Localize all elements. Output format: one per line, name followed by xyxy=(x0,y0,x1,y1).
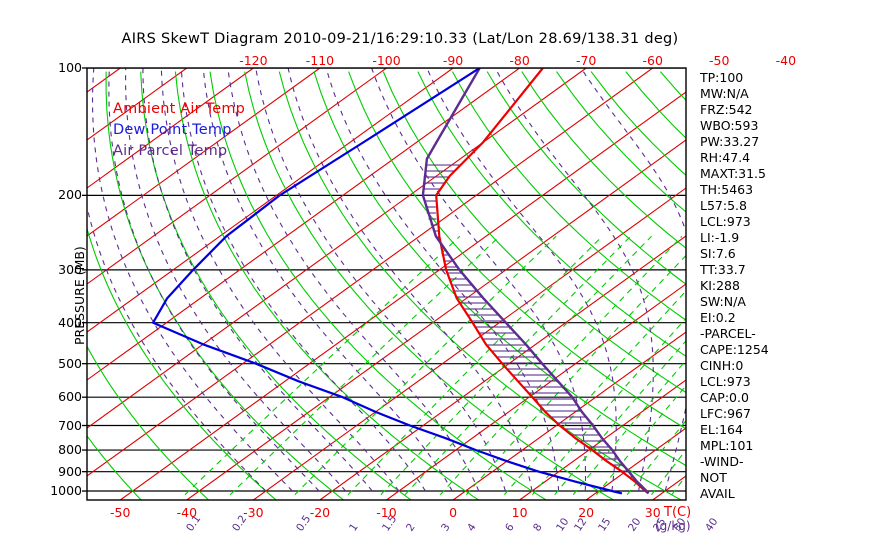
page-title: AIRS SkewT Diagram 2010-09-21/16:29:10.3… xyxy=(121,31,679,47)
y-tick-700: 700 xyxy=(58,417,82,433)
parameter-mpl-101: MPL:101 xyxy=(700,438,754,453)
parameter-pw-33-27: PW:33.27 xyxy=(700,134,760,149)
parameter-wbo-593: WBO:593 xyxy=(700,118,759,133)
parameter-ei-0-2: EI:0.2 xyxy=(700,310,736,325)
top-temp-tick--120: -120 xyxy=(239,53,268,68)
bottom-temp-tick-30: 30 xyxy=(644,505,661,520)
grid-layer xyxy=(87,68,686,500)
top-temp-tick--90: -90 xyxy=(442,53,464,68)
parameter-tp-100: TP:100 xyxy=(700,70,744,85)
parameter-li-1-9: LI:-1.9 xyxy=(700,230,740,245)
top-temp-tick--40: -40 xyxy=(775,53,797,68)
y-tick-100: 100 xyxy=(58,60,82,75)
top-temp-tick--60: -60 xyxy=(642,53,663,68)
bottom-temp-tick-20: 20 xyxy=(578,505,595,520)
y-tick-200: 200 xyxy=(58,187,82,203)
top-temp-tick--110: -110 xyxy=(305,53,335,68)
plot-frame xyxy=(86,67,687,501)
top-temp-tick--50: -50 xyxy=(709,53,730,68)
top-temp-tick--80: -80 xyxy=(509,53,530,68)
parameter-not: NOT xyxy=(700,470,727,485)
top-temp-tick--100: -100 xyxy=(372,53,401,68)
parameter-parcel: -PARCEL- xyxy=(700,326,756,341)
parameter-sw-n-a: SW:N/A xyxy=(700,294,746,309)
parameter-cape-1254: CAPE:1254 xyxy=(700,342,769,357)
parameter-maxt-31-5: MAXT:31.5 xyxy=(700,166,766,181)
x-axis-temperature-title: T(C) xyxy=(664,505,692,520)
bottom-temp-tick--10: -10 xyxy=(376,505,397,520)
y-tick-1000: 1000 xyxy=(50,483,82,499)
bottom-temp-tick-0: 0 xyxy=(449,505,458,520)
parameter-avail: AVAIL xyxy=(700,486,735,501)
parameter-rh-47-4: RH:47.4 xyxy=(700,150,751,165)
x-axis-mixing-ratio-title: (g/kg) xyxy=(655,519,691,533)
parameter-wind: -WIND- xyxy=(700,454,744,469)
y-tick-500: 500 xyxy=(58,355,82,371)
parameter-th-5463: TH:5463 xyxy=(700,182,754,197)
bottom-temp-tick--30: -30 xyxy=(243,505,264,520)
parameter-el-164: EL:164 xyxy=(700,422,743,437)
y-tick-600: 600 xyxy=(58,389,82,405)
parameter-lcl-973: LCL:973 xyxy=(700,214,751,229)
y-tick-800: 800 xyxy=(58,442,82,458)
parameter-mw-n-a: MW:N/A xyxy=(700,86,749,101)
parameter-l57-5-8: L57:5.8 xyxy=(700,198,747,213)
parameter-tt-33-7: TT:33.7 xyxy=(700,262,746,277)
parameter-cinh-0: CINH:0 xyxy=(700,358,744,373)
bottom-temp-tick--20: -20 xyxy=(309,505,331,520)
axis-tick-layer xyxy=(82,67,87,492)
parameter-lcl-973: LCL:973 xyxy=(700,374,751,389)
parameter-ki-288: KI:288 xyxy=(700,278,740,293)
y-tick-300: 300 xyxy=(58,261,82,277)
sounding-data-layer xyxy=(152,68,650,495)
parameter-frz-542: FRZ:542 xyxy=(700,102,753,117)
top-temp-tick--70: -70 xyxy=(575,53,597,68)
bottom-temp-tick-10: 10 xyxy=(511,505,528,520)
y-tick-900: 900 xyxy=(58,463,82,479)
parameter-si-7-6: SI:7.6 xyxy=(700,246,736,261)
sounding-parameter-list: TP:100 MW:N/A FRZ:542 WBO:593 PW:33.27 RH:47.… xyxy=(700,70,769,502)
bottom-temp-tick--50: -50 xyxy=(110,505,131,520)
parameter-lfc-967: LFC:967 xyxy=(700,406,751,421)
y-tick-400: 400 xyxy=(58,314,82,330)
legend-ambient-air-temp: Ambient Air Temp xyxy=(113,101,246,117)
legend-dew-point-temp: Dew Point Temp xyxy=(113,122,232,138)
bottom-temp-tick--40: -40 xyxy=(176,505,198,520)
legend-air-parcel-temp: Air Parcel Temp xyxy=(113,143,228,159)
parameter-cap-0-0: CAP:0.0 xyxy=(700,390,749,405)
